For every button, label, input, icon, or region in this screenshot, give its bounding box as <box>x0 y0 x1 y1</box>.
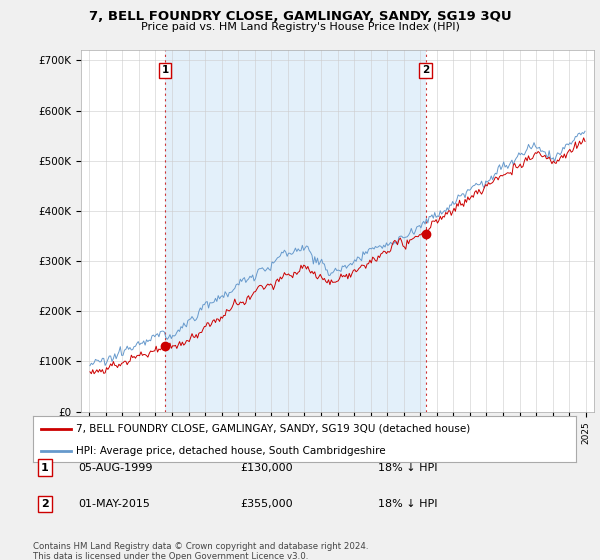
Text: 1: 1 <box>161 66 169 75</box>
Text: £130,000: £130,000 <box>240 463 293 473</box>
Text: 18% ↓ HPI: 18% ↓ HPI <box>378 463 437 473</box>
Text: Contains HM Land Registry data © Crown copyright and database right 2024.: Contains HM Land Registry data © Crown c… <box>33 542 368 551</box>
Text: HPI: Average price, detached house, South Cambridgeshire: HPI: Average price, detached house, Sout… <box>76 446 386 455</box>
Text: 2: 2 <box>41 499 49 509</box>
Text: Price paid vs. HM Land Registry's House Price Index (HPI): Price paid vs. HM Land Registry's House … <box>140 22 460 32</box>
Text: £355,000: £355,000 <box>240 499 293 509</box>
Text: 18% ↓ HPI: 18% ↓ HPI <box>378 499 437 509</box>
Text: 2: 2 <box>422 66 430 75</box>
Text: This data is licensed under the Open Government Licence v3.0.: This data is licensed under the Open Gov… <box>33 552 308 560</box>
Text: 1: 1 <box>41 463 49 473</box>
Bar <box>165 50 426 412</box>
Text: 05-AUG-1999: 05-AUG-1999 <box>78 463 152 473</box>
Text: 7, BELL FOUNDRY CLOSE, GAMLINGAY, SANDY, SG19 3QU: 7, BELL FOUNDRY CLOSE, GAMLINGAY, SANDY,… <box>89 10 511 23</box>
Text: 7, BELL FOUNDRY CLOSE, GAMLINGAY, SANDY, SG19 3QU (detached house): 7, BELL FOUNDRY CLOSE, GAMLINGAY, SANDY,… <box>76 424 470 434</box>
Text: 01-MAY-2015: 01-MAY-2015 <box>78 499 150 509</box>
